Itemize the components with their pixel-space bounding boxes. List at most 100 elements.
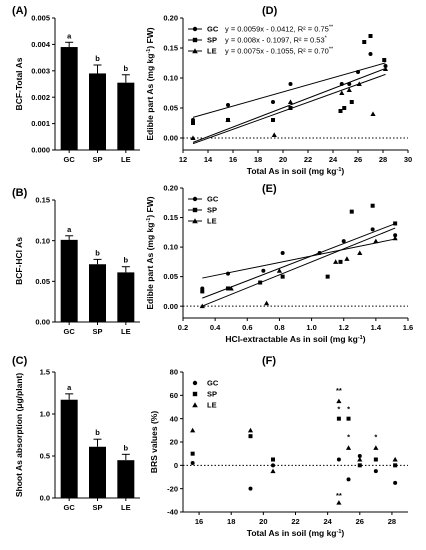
y-axis-label: BCF-Total As — [14, 57, 24, 110]
legend-label-le: LE — [207, 217, 217, 226]
x-tick-label: 26 — [356, 517, 364, 526]
panel-b: (B) 0.00 0.05 0.10 0.15 BCF-HCl As a GC b SP b LE — [12, 187, 140, 336]
data-point-le — [333, 259, 339, 264]
x-tick-label: 28 — [388, 517, 396, 526]
data-point-gc — [271, 463, 275, 468]
x-tick-label: 18 — [227, 517, 235, 526]
y-tick-label: 0.20 — [163, 14, 178, 23]
legend-label-sp: SP — [207, 390, 217, 399]
x-tick-label: 24 — [323, 517, 332, 526]
data-point-le — [373, 238, 379, 244]
y-tick-label: 0.05 — [163, 272, 178, 281]
data-point-sp — [226, 286, 230, 291]
y-tick-label: 0.0 — [40, 494, 50, 503]
x-axis-label: Total As in soil (mg kg-1) — [247, 528, 345, 538]
data-point-le — [271, 132, 277, 137]
x-tick-label: 0.2 — [178, 323, 188, 332]
data-point-gc — [288, 82, 293, 86]
significance-letter: a — [67, 383, 72, 392]
data-point-le — [263, 300, 270, 306]
significance-letter: b — [95, 248, 100, 257]
x-tick-label: 0.4 — [210, 323, 221, 332]
legend-marker-sp — [192, 37, 198, 43]
x-tick-label: 20 — [259, 517, 267, 526]
data-point-sp — [370, 203, 375, 208]
x-tick-label: SP — [92, 327, 102, 336]
legend: GC y = 0.0059x - 0.0412, R² = 0.75** SP y =… — [188, 25, 334, 56]
data-point-sp — [342, 106, 347, 110]
bar — [60, 47, 78, 150]
data-point-gc — [226, 271, 230, 276]
y-tick-label: -40 — [167, 508, 178, 517]
significance-letter: b — [124, 443, 129, 452]
data-point-sp — [382, 58, 387, 62]
data-point-gc — [248, 486, 253, 491]
x-tick-label: 22 — [304, 155, 312, 164]
significance-letter: b — [124, 64, 129, 73]
bar — [89, 446, 106, 498]
legend-marker-le — [192, 402, 198, 408]
data-point-sp — [325, 274, 330, 279]
x-tick-label: 12 — [179, 155, 187, 164]
data-point-gc — [370, 227, 375, 232]
legend-marker-gc — [192, 26, 198, 32]
y-tick-label: 0.20 — [163, 184, 178, 193]
data-point-le — [392, 235, 398, 241]
x-tick-label: 24 — [329, 155, 338, 164]
y-tick-label: 0.10 — [35, 236, 50, 245]
data-point-sp — [362, 40, 367, 44]
data-point-le — [190, 427, 196, 433]
panel-label: (D) — [262, 5, 278, 17]
data-point-le — [199, 303, 205, 309]
panel-label: (A) — [12, 5, 28, 17]
significance-letter: b — [124, 256, 129, 265]
data-point-sp — [191, 121, 195, 125]
y-tick-label: 0.00 — [163, 302, 178, 311]
significance-mark: * — [337, 405, 340, 414]
legend-label-le: LE — [207, 47, 217, 56]
y-tick-label: 0.00 — [35, 318, 50, 327]
y-axis-label: BRS values (%) — [149, 411, 159, 474]
x-tick-label: LE — [121, 155, 131, 164]
data-point-sp — [190, 451, 195, 456]
x-tick-label: 26 — [354, 155, 362, 164]
panel-f: (F) -40 -20 0 20 40 60 80 16 18 20 22 24 26 28 Total As… — [149, 355, 408, 538]
y-tick-label: 0.5 — [40, 452, 50, 461]
data-point-gc — [261, 268, 266, 273]
y-axis-label: Shoot As absorption (μg/plant) — [14, 373, 24, 498]
data-point-gc — [336, 457, 341, 462]
x-tick-label: 18 — [254, 155, 262, 164]
y-tick-label: 0 — [174, 461, 178, 470]
legend-label-gc: GC — [207, 379, 219, 388]
significance-letter: b — [95, 428, 100, 437]
data-point-le — [392, 456, 398, 462]
x-tick-label: 0.8 — [274, 323, 284, 332]
data-point-le — [373, 445, 379, 450]
data-point-gc — [357, 454, 362, 458]
significance-mark: ** — [336, 386, 342, 395]
regression-line-le — [202, 227, 396, 307]
y-tick-label: 0.10 — [163, 243, 178, 252]
regression-line-gc — [202, 238, 396, 279]
data-point-gc — [356, 70, 360, 74]
legend-marker-gc — [192, 196, 198, 202]
data-point-le — [247, 427, 254, 433]
data-point-sp — [368, 34, 373, 38]
bar — [60, 399, 78, 498]
data-point-gc — [368, 52, 373, 56]
data-point-gc — [341, 239, 346, 244]
y-tick-label: 0.15 — [163, 213, 178, 222]
data-point-gc — [393, 480, 398, 485]
data-point-sp — [373, 457, 378, 462]
data-point-le — [276, 268, 283, 273]
x-tick-label: 20 — [279, 155, 287, 164]
data-point-sp — [280, 274, 285, 279]
y-tick-label: 0.000 — [31, 146, 50, 155]
x-tick-label: 0.6 — [242, 323, 252, 332]
bar — [117, 82, 135, 150]
x-tick-label: 30 — [404, 155, 412, 164]
legend-marker-le — [192, 48, 198, 54]
data-point-le — [357, 456, 363, 462]
significance-letter: a — [67, 225, 72, 234]
